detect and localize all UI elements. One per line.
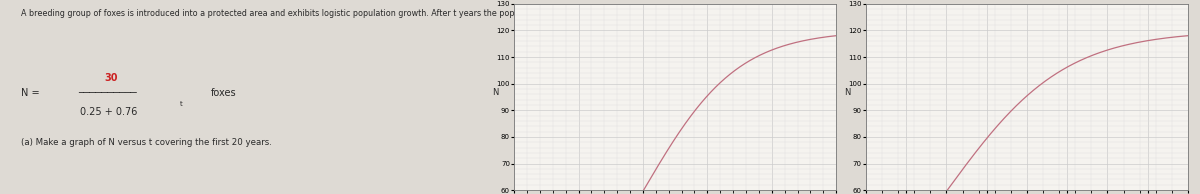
Text: 30: 30 <box>104 73 118 83</box>
Text: A breeding group of foxes is introduced into a protected area and exhibits logis: A breeding group of foxes is introduced … <box>22 10 679 18</box>
Text: t: t <box>180 101 182 107</box>
Text: 0.25 + 0.76: 0.25 + 0.76 <box>80 107 138 117</box>
Text: (a) Make a graph of N versus t covering the first 20 years.: (a) Make a graph of N versus t covering … <box>22 138 272 147</box>
Text: foxes: foxes <box>210 88 236 98</box>
Y-axis label: N: N <box>492 88 498 97</box>
Text: N =: N = <box>22 88 40 98</box>
Text: ──────────: ────────── <box>78 88 137 98</box>
Y-axis label: N: N <box>844 88 850 97</box>
